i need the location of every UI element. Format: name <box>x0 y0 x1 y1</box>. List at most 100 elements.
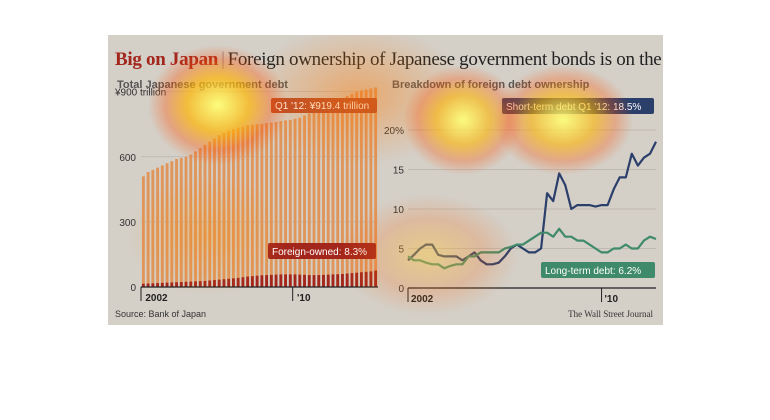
foreign-owned-bar <box>331 274 335 287</box>
total-debt-bar <box>246 125 250 288</box>
foreign-owned-bar <box>293 274 297 287</box>
left-y-tick-label: ¥900 trillion <box>114 88 166 99</box>
total-debt-bar <box>160 165 164 287</box>
foreign-owned-bar <box>184 281 188 287</box>
left-y-tick-label: 0 <box>130 283 136 294</box>
total-debt-bar <box>170 161 174 287</box>
foreign-owned-bar <box>288 274 292 287</box>
source-note: Source: Bank of Japan <box>115 309 207 319</box>
total-debt-bar <box>194 151 197 287</box>
total-debt-bar <box>322 106 325 287</box>
foreign-owned-bar <box>241 277 245 287</box>
total-debt-bar <box>265 123 269 287</box>
credit-note: The Wall Street Journal <box>568 309 653 319</box>
foreign-owned-bar <box>345 273 349 287</box>
foreign-owned-bar <box>213 280 216 287</box>
short-term-debt-line <box>407 141 657 266</box>
total-debt-bar <box>151 169 155 287</box>
total-debt-bar <box>189 154 193 287</box>
foreign-owned-bar <box>175 282 178 287</box>
foreign-owned-bar <box>298 274 302 287</box>
right-x-tick-label: 2002 <box>411 294 434 305</box>
foreign-owned-callout-text: Foreign-owned: 8.3% <box>272 247 367 258</box>
foreign-owned-bar <box>322 274 325 287</box>
total-debt-bar <box>213 138 216 287</box>
right-x-tick-label: '10 <box>605 294 619 305</box>
total-debt-bar <box>312 111 316 287</box>
foreign-owned-bar <box>236 277 240 287</box>
foreign-owned-bar <box>279 274 283 287</box>
right-y-tick-label: 15 <box>393 166 405 177</box>
total-debt-bar <box>307 113 311 288</box>
foreign-owned-bar <box>317 275 321 287</box>
right-y-tick-label: 10 <box>393 205 405 216</box>
foreign-owned-bar <box>198 281 202 287</box>
total-debt-bar <box>179 157 183 287</box>
total-debt-bar <box>326 104 330 287</box>
chart-graphic: Big on Japan | Foreign ownership of Japane… <box>108 35 663 325</box>
right-y-tick-label: 0 <box>398 284 404 295</box>
total-debt-bar <box>232 129 235 287</box>
foreign-owned-bar <box>284 274 287 287</box>
foreign-owned-bar <box>364 271 368 287</box>
total-debt-bar <box>146 171 150 287</box>
total-debt-bar <box>298 117 302 288</box>
foreign-owned-bar <box>179 282 183 287</box>
total-debt-bar <box>141 176 145 287</box>
foreign-owned-bar <box>165 282 169 287</box>
left-y-tick-label: 600 <box>119 153 136 164</box>
total-debt-bar <box>250 124 254 288</box>
right-y-tick-label: 5 <box>398 245 404 256</box>
total-debt-bar <box>255 124 259 287</box>
left-y-tick-label: 300 <box>119 218 136 229</box>
total-debt-bar <box>288 119 292 287</box>
foreign-owned-bar <box>274 274 278 287</box>
total-debt-bar <box>165 163 169 287</box>
foreign-owned-bar <box>260 275 264 287</box>
foreign-owned-bar <box>374 270 378 287</box>
foreign-owned-bar <box>269 274 273 287</box>
foreign-owned-bar <box>160 282 164 287</box>
foreign-owned-bar <box>359 272 363 287</box>
total-debt-bar <box>241 126 245 287</box>
total-debt-bar <box>317 109 321 287</box>
total-debt-bar <box>274 122 278 287</box>
foreign-owned-bar <box>265 275 269 287</box>
total-debt-bar <box>279 120 283 288</box>
long-term-callout-text: Long-term debt: 6.2% <box>545 266 641 277</box>
foreign-owned-bar <box>250 276 254 287</box>
foreign-owned-bar <box>189 281 193 287</box>
foreign-owned-bar <box>255 275 259 287</box>
foreign-owned-bar <box>312 275 316 287</box>
foreign-owned-bar <box>326 274 330 287</box>
total-debt-bar <box>227 130 231 287</box>
total-debt-bar <box>222 132 226 287</box>
total-debt-bar <box>293 118 297 287</box>
foreign-owned-bar <box>208 280 212 287</box>
total-debt-bar <box>203 144 207 287</box>
foreign-owned-bar <box>217 279 221 287</box>
foreign-owned-bar <box>246 276 250 287</box>
foreign-owned-bar <box>203 280 207 287</box>
total-debt-bar <box>184 156 188 287</box>
foreign-owned-bar <box>341 273 344 287</box>
total-debt-bar <box>208 141 212 287</box>
total-debt-bar <box>303 115 306 287</box>
foreign-owned-bar <box>232 278 235 287</box>
foreign-owned-bar <box>222 279 226 287</box>
total-debt-bar <box>217 135 221 287</box>
total-debt-bar <box>269 122 273 287</box>
total-debt-bar <box>331 102 335 287</box>
total-debt-bar <box>260 123 264 287</box>
total-debt-bar <box>236 127 240 287</box>
foreign-owned-bar <box>170 282 174 287</box>
foreign-owned-bar <box>194 281 197 287</box>
foreign-owned-bar <box>336 274 340 287</box>
total-debt-callout-text: Q1 '12: ¥919.4 trillion <box>275 101 369 112</box>
foreign-owned-bar <box>350 273 354 287</box>
total-debt-bar <box>198 148 202 287</box>
foreign-owned-bar <box>355 272 359 287</box>
foreign-owned-bar <box>307 275 311 287</box>
short-term-callout-text: Short-term debt Q1 '12: 18.5% <box>506 102 641 113</box>
charts-svg: 0 300 600 ¥900 trillion 2002 '10 Q1 '12: ¥919.… <box>114 87 657 305</box>
